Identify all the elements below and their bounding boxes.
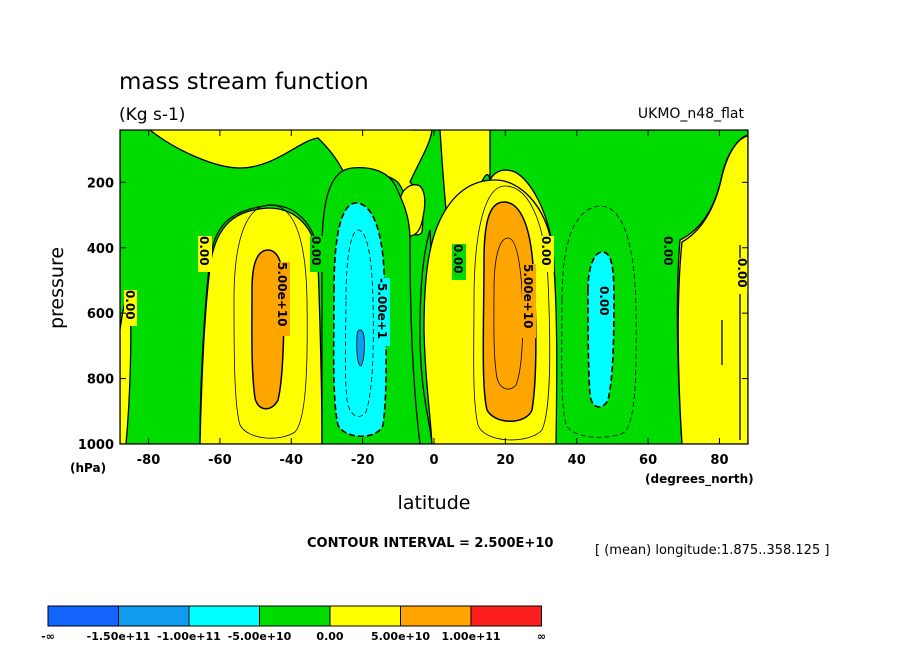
contour-label: -5.00e+1	[375, 278, 389, 339]
x-tick-label: 60	[639, 453, 657, 468]
colorbar-label: -5.00e+10	[228, 630, 292, 643]
negative-core-south	[332, 202, 387, 437]
colorbar-swatch	[470, 605, 542, 627]
negative-peak-south	[356, 329, 365, 367]
colorbar-label: ∞	[537, 630, 546, 643]
y-axis-unit: (hPa)	[70, 461, 106, 475]
colorbar-swatch	[329, 605, 401, 627]
negative-outer-north	[561, 205, 637, 438]
y-tick-label: 600	[87, 307, 114, 322]
positive-outer-south	[233, 204, 308, 439]
averaging-text: [ (mean) longitude:1.875..358.125 ]	[595, 543, 829, 558]
x-tick-label: 0	[429, 453, 438, 468]
y-axis: 200 400 600 800 1000	[78, 176, 748, 453]
x-axis-label: latitude	[398, 492, 471, 514]
contour-label: 5.00e+10	[275, 262, 289, 327]
contour-label: 0.00	[539, 236, 553, 266]
x-tick-label: -40	[280, 453, 304, 468]
y-tick-label: 200	[87, 176, 114, 191]
y-tick-label: 1000	[78, 438, 114, 453]
x-axis-unit: (degrees_north)	[645, 472, 754, 487]
contour-label: 0.00	[451, 244, 465, 274]
colorbar-swatch	[400, 605, 472, 627]
y-tick-label: 800	[87, 373, 114, 388]
contour-label: 0.00	[735, 258, 749, 288]
plot-area: 0.00 0.00 0.00 5.00e+10 0.00 -5.00e+1 0.…	[120, 130, 749, 444]
x-axis: -80 -60 -40 -20 0 20 40 60 80	[137, 130, 729, 468]
negative-inner-south	[344, 229, 374, 417]
dataset-name: UKMO_n48_flat	[638, 106, 745, 122]
colorbar-swatch	[259, 605, 331, 627]
positive-inner-north	[493, 237, 524, 390]
x-tick-label: 20	[496, 453, 514, 468]
colorbar: -∞ -1.50e+11 -1.00e+11 -5.00e+10 0.00 5.00e+1…	[41, 605, 546, 643]
x-tick-label: -60	[208, 453, 232, 468]
colorbar-swatch	[188, 605, 260, 627]
positive-pocket-high-lat-north	[677, 135, 748, 444]
y-tick-label: 400	[87, 242, 114, 257]
contour-label: 0.00	[123, 290, 137, 320]
x-tick-label: 40	[568, 453, 586, 468]
contour-labels: 0.00 0.00 0.00 5.00e+10 0.00 -5.00e+1 0.…	[123, 236, 749, 354]
colorbar-label: -1.50e+11	[87, 630, 151, 643]
colorbar-label: 5.00e+10	[371, 630, 430, 643]
colorbar-label: -∞	[41, 630, 55, 643]
chart-title: mass stream function	[119, 69, 369, 95]
colorbar-swatch	[47, 605, 119, 627]
chart-units: (Kg s-1)	[119, 105, 185, 125]
colorbar-label: -1.00e+11	[157, 630, 221, 643]
contour-label: 0.00	[309, 236, 323, 266]
contour-label: 0.00	[661, 236, 675, 266]
contour-label: 5.00e+10	[521, 264, 535, 329]
colorbar-label: 1.00e+11	[441, 630, 500, 643]
y-axis-label: pressure	[46, 247, 68, 329]
x-tick-label: 80	[710, 453, 728, 468]
positive-core-south	[251, 249, 285, 410]
contour-label: 0.00	[197, 236, 211, 266]
x-tick-label: -80	[137, 453, 161, 468]
contour-label: 0.00	[597, 286, 611, 316]
positive-outer-north	[473, 185, 551, 441]
x-tick-label: -20	[351, 453, 375, 468]
colorbar-label: 0.00	[316, 630, 343, 643]
colorbar-swatch	[118, 605, 190, 627]
contour-interval-text: CONTOUR INTERVAL = 2.500E+10	[307, 536, 553, 551]
